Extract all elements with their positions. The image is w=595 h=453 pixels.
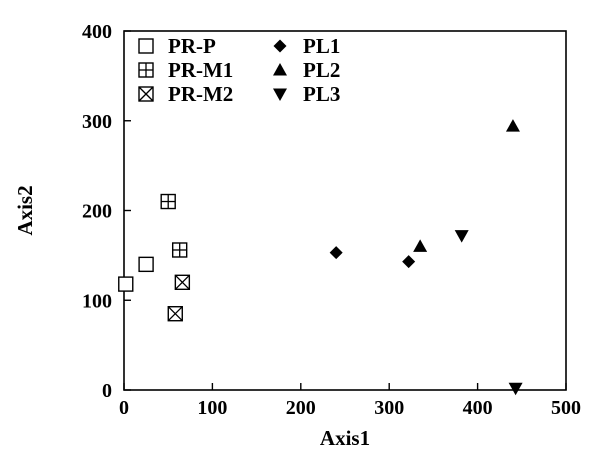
legend-label-pr-m1: PR-M1	[168, 58, 233, 82]
y-tick-label: 300	[82, 111, 112, 133]
x-tick-label: 500	[551, 397, 581, 419]
point-pr-m2	[167, 306, 183, 322]
data-points	[118, 119, 523, 396]
legend-marker-pr-m2-diag2	[138, 86, 154, 102]
point-pl2	[505, 119, 520, 132]
legend-marker-pl2	[273, 63, 287, 76]
y-tick-label: 100	[82, 290, 112, 312]
point-pr-p	[138, 256, 154, 273]
x-tick-label: 100	[197, 397, 227, 419]
legend-label-pr-m2: PR-M2	[168, 82, 233, 106]
point-pl3	[508, 382, 523, 396]
x-tick-label: 300	[374, 397, 404, 419]
x-tick-label: 0	[119, 397, 129, 419]
legend-marker-pr-m2	[138, 86, 154, 102]
legend-label-pl2: PL2	[303, 58, 340, 82]
point-pl2	[413, 239, 428, 252]
point-pl3	[454, 230, 469, 243]
point-pr-p	[118, 276, 134, 292]
legend-label-pl3: PL3	[303, 82, 340, 106]
y-tick-label: 200	[82, 201, 112, 223]
point-pl1	[402, 255, 416, 269]
legend-marker-pl3	[273, 88, 287, 101]
point-pr-m2-diag2	[167, 306, 183, 322]
y-tick-label: 0	[102, 380, 112, 402]
x-axis-title: Axis1	[320, 426, 370, 450]
legend-label-pr-p: PR-P	[168, 34, 216, 58]
point-pr-p-box	[118, 276, 134, 292]
x-tick-label: 400	[463, 397, 493, 419]
y-axis-title: Axis2	[13, 185, 37, 235]
point-pr-m1	[171, 242, 188, 258]
legend-marker-pr-m1	[138, 62, 154, 78]
legend-label-pl1: PL1	[303, 34, 340, 58]
y-tick-label: 400	[82, 21, 112, 43]
point-pr-m2-diag2	[174, 274, 190, 290]
point-pr-m2	[174, 274, 191, 290]
legend-marker-pr-p-box	[138, 38, 154, 54]
legend-marker-pl1	[273, 39, 287, 53]
point-pl1	[329, 246, 343, 260]
x-tick-label: 200	[286, 397, 316, 419]
point-pr-m1	[160, 193, 176, 210]
legend-marker-pr-p	[138, 38, 154, 54]
point-pr-p-box	[138, 256, 154, 273]
axis-ticks: 0 100 200 300 400 500 0 100 200 300 400	[82, 21, 581, 419]
